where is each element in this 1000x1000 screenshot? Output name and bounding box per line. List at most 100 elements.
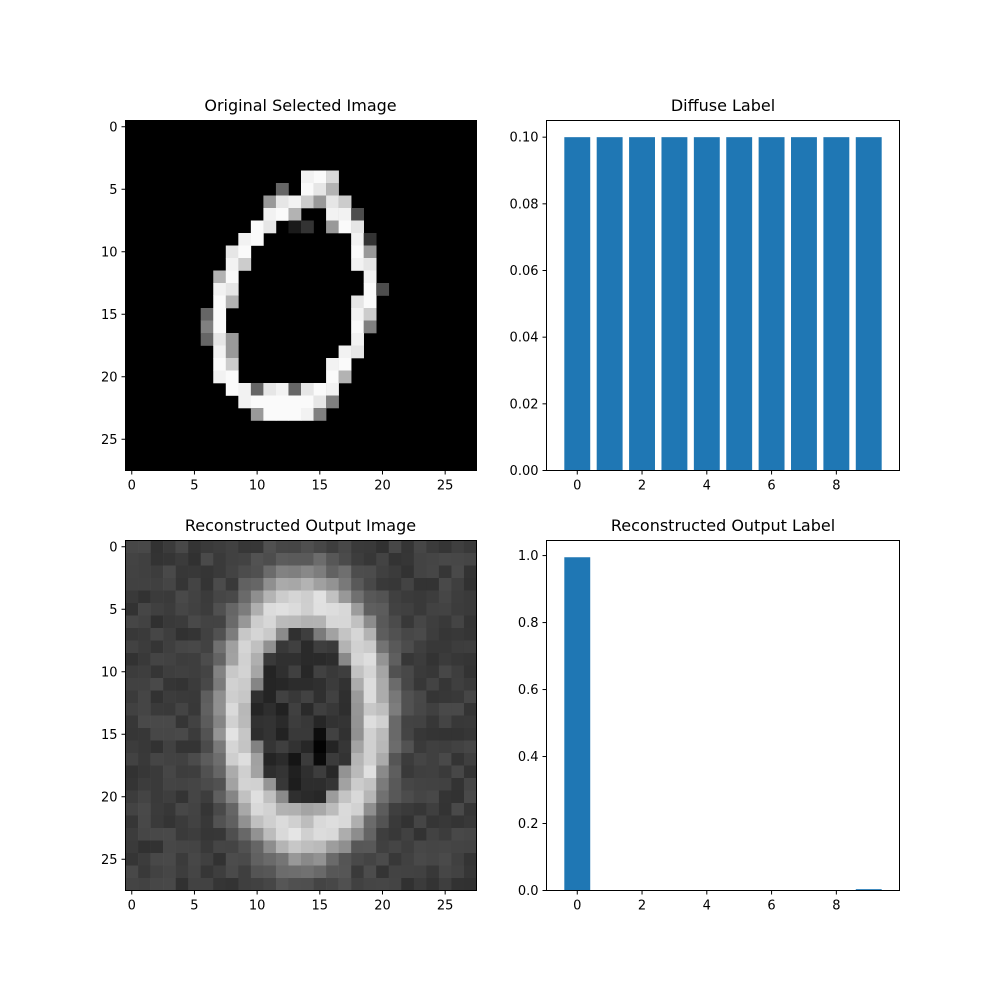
pixel — [413, 878, 427, 891]
pixel — [150, 690, 164, 704]
pixel — [301, 408, 314, 421]
pixel — [301, 778, 314, 791]
pixel — [188, 665, 202, 679]
pixel — [438, 678, 452, 691]
pixel — [225, 283, 239, 296]
pixel — [426, 790, 440, 804]
pixel — [413, 553, 427, 566]
pixel — [313, 815, 327, 829]
pixel — [175, 878, 189, 891]
pixel — [426, 678, 440, 691]
pixel — [188, 803, 202, 816]
pixel — [326, 183, 339, 196]
pixel — [401, 815, 415, 829]
pixel — [301, 640, 314, 654]
pixel — [363, 653, 377, 666]
bar — [823, 137, 850, 471]
pixel — [463, 803, 477, 816]
pixel — [200, 853, 214, 866]
pixel — [388, 678, 402, 691]
pixel — [388, 615, 402, 629]
pixel — [451, 540, 465, 554]
pixel — [363, 308, 377, 321]
y-tick-label: 1.0 — [518, 549, 539, 564]
pixel — [125, 665, 139, 679]
x-tick-label: 2 — [638, 899, 646, 914]
x-tick-label: 10 — [249, 479, 266, 494]
pixel — [388, 728, 402, 741]
panel-title: Reconstructed Output Image — [185, 516, 416, 535]
pixel — [301, 653, 314, 666]
pixel — [326, 370, 339, 384]
pixel — [163, 815, 176, 829]
pixel — [238, 728, 252, 741]
pixel — [463, 540, 477, 554]
pixel — [225, 333, 239, 346]
pixel — [163, 540, 176, 554]
pixel — [200, 690, 214, 704]
pixel — [463, 565, 477, 579]
pixel — [225, 270, 239, 284]
pixel — [326, 765, 339, 779]
pixel — [200, 865, 214, 879]
bar — [564, 557, 591, 891]
pixel — [413, 665, 427, 679]
bar — [564, 137, 591, 471]
y-tick-label: 0.08 — [510, 197, 539, 212]
pixel — [213, 320, 227, 334]
pixel — [438, 665, 452, 679]
pixel — [338, 578, 352, 591]
pixel — [150, 603, 164, 616]
pixel — [238, 753, 252, 766]
x-tick-label: 4 — [703, 899, 711, 914]
pixel — [288, 840, 302, 854]
pixel — [376, 815, 390, 829]
pixel — [150, 828, 164, 841]
pixel — [326, 553, 339, 566]
pixel — [200, 320, 214, 334]
pixel — [238, 703, 252, 716]
pixel — [263, 840, 277, 854]
pixel — [438, 653, 452, 666]
pixel — [163, 653, 176, 666]
pixel — [250, 565, 264, 579]
pixel — [338, 345, 352, 359]
pixel — [275, 840, 289, 854]
pixel — [138, 615, 151, 629]
pixel — [200, 840, 214, 854]
pixel — [238, 653, 252, 666]
pixel — [250, 553, 264, 566]
pixel — [125, 865, 139, 879]
pixel — [163, 840, 176, 854]
pixel — [363, 270, 377, 284]
pixel — [275, 865, 289, 879]
pixel — [200, 615, 214, 629]
x-tick-label: 0 — [128, 899, 136, 914]
pixel — [213, 270, 227, 284]
pixel — [225, 728, 239, 741]
pixel — [363, 590, 377, 604]
pixel — [338, 753, 352, 766]
pixel — [338, 790, 352, 804]
y-tick-label: 10 — [101, 245, 118, 260]
pixel — [263, 603, 277, 616]
pixel — [125, 540, 139, 554]
pixel — [313, 540, 327, 554]
pixel — [263, 628, 277, 641]
pixel — [426, 853, 440, 866]
pixel — [188, 778, 202, 791]
pixel — [338, 540, 352, 554]
pixel — [188, 678, 202, 691]
pixel — [438, 728, 452, 741]
pixel — [351, 865, 364, 879]
pixel — [225, 678, 239, 691]
pixel — [301, 195, 314, 209]
pixel — [338, 828, 352, 841]
pixel — [313, 740, 327, 754]
pixel — [338, 840, 352, 854]
pixel — [150, 553, 164, 566]
pixel — [351, 565, 364, 579]
pixel — [426, 740, 440, 754]
pixel — [213, 703, 227, 716]
pixel — [213, 853, 227, 866]
